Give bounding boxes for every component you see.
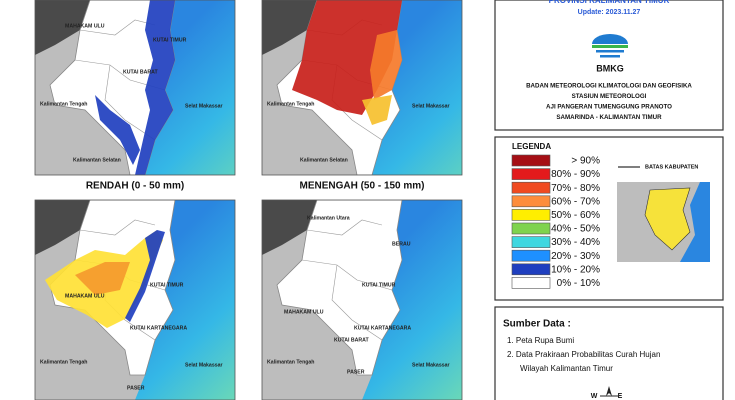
probability-area bbox=[125, 230, 165, 322]
legend-label: 70% - 80% bbox=[551, 183, 600, 194]
agency-line: SAMARINDA - KALIMANTAN TIMUR bbox=[556, 114, 662, 121]
map-label: PASER bbox=[127, 385, 145, 391]
map-label: Kalimantan Utara bbox=[307, 215, 350, 221]
legend-label: 0% - 10% bbox=[557, 278, 600, 289]
legend-swatch bbox=[511, 181, 551, 194]
legend-label: > 90% bbox=[571, 156, 600, 167]
map-label: Kalimantan Tengah bbox=[40, 359, 87, 365]
map-label: Selat Makassar bbox=[412, 362, 450, 368]
header-title: PROVINSI KALIMANTAN TIMUR bbox=[549, 0, 670, 5]
map-label: BERAU bbox=[392, 241, 411, 247]
map-frame bbox=[261, 199, 463, 400]
map-label: MAHAKAM ULU bbox=[65, 293, 105, 299]
header-box bbox=[494, 0, 724, 131]
map-panel: MAHAKAM ULU KUTAI TIMUR KUTAI KARTANEGARA K… bbox=[35, 200, 235, 400]
probability-area bbox=[370, 30, 402, 100]
legend-swatch bbox=[511, 154, 551, 167]
legend-swatch bbox=[511, 263, 551, 276]
map-label: Kalimantan Tengah bbox=[40, 101, 87, 107]
legend-title: LEGENDA bbox=[512, 142, 551, 151]
compass-letter: E bbox=[618, 393, 623, 400]
agency-line: STASIUN METEOROLOGI bbox=[572, 93, 647, 100]
legend-label: 80% - 90% bbox=[551, 169, 600, 180]
agency-line: BADAN METEOROLOGI KLIMATOLOGI DAN GEOFIS… bbox=[526, 83, 692, 90]
legend-swatch bbox=[511, 236, 551, 248]
compass bbox=[600, 386, 618, 397]
map-label: PASER bbox=[347, 369, 365, 375]
base-map bbox=[35, 0, 235, 175]
map-label: KUTAI TIMUR bbox=[362, 282, 396, 288]
map-label: Kalimantan Tengah bbox=[267, 359, 314, 365]
bmkg-logo bbox=[592, 34, 628, 58]
map-label: Selat Makassar bbox=[412, 103, 450, 109]
compass-letter: W bbox=[591, 393, 598, 400]
probability-area bbox=[95, 95, 140, 165]
map-label: KUTAI BARAT bbox=[123, 69, 159, 75]
legend-swatch bbox=[511, 195, 551, 208]
map-frame bbox=[34, 199, 236, 400]
map-label: Kalimantan Selatan bbox=[73, 157, 121, 163]
probability-area bbox=[362, 95, 392, 125]
map-caption: MENENGAH (50 - 150 mm) bbox=[299, 181, 424, 192]
map-label: KUTAI TIMUR bbox=[153, 37, 187, 43]
map-frame bbox=[34, 0, 236, 176]
inset-map bbox=[617, 182, 710, 262]
map-panel: MAHAKAM ULU KUTAI TIMUR KUTAI BARAT Kaliman… bbox=[35, 0, 235, 175]
source-item: 2. Data Prakiraan Probabilitas Curah Huj… bbox=[507, 350, 660, 359]
legend-swatch bbox=[511, 209, 551, 221]
boundary-label: BATAS KABUPATEN bbox=[645, 164, 698, 170]
map-label: KUTAI KARTANEGARA bbox=[130, 325, 187, 331]
legend-label: 60% - 70% bbox=[551, 196, 600, 207]
map-label: Kalimantan Tengah bbox=[267, 101, 314, 107]
source-item: 1. Peta Rupa Bumi bbox=[507, 336, 574, 345]
sources-box bbox=[494, 306, 724, 400]
map-label: Selat Makassar bbox=[185, 103, 223, 109]
probability-area bbox=[75, 262, 130, 295]
update-date: Update: 2023.11.27 bbox=[578, 9, 641, 16]
map-caption: RENDAH (0 - 50 mm) bbox=[86, 181, 184, 192]
probability-area bbox=[135, 0, 175, 175]
logo-text: BMKG bbox=[596, 63, 624, 73]
map-label: Selat Makassar bbox=[185, 362, 223, 368]
map-panel: Kalimantan Utara BERAU MAHAKAM ULU KUTAI TI… bbox=[262, 200, 462, 400]
map-frame bbox=[261, 0, 463, 176]
legend-swatch bbox=[511, 222, 551, 235]
map-label: MAHAKAM ULU bbox=[284, 309, 324, 315]
legend-label: 50% - 60% bbox=[551, 210, 600, 221]
legend-swatch bbox=[511, 277, 551, 289]
legend-swatch bbox=[511, 168, 551, 180]
agency-line: AJI PANGERAN TUMENGGUNG PRANOTO bbox=[546, 104, 672, 111]
legend-label: 40% - 50% bbox=[551, 224, 600, 235]
map-label: KUTAI TIMUR bbox=[150, 282, 184, 288]
map-label: KUTAI KARTANEGARA bbox=[354, 325, 411, 331]
legend-label: 30% - 40% bbox=[551, 237, 600, 248]
legend-box bbox=[494, 136, 724, 301]
source-item: Wilayah Kalimantan Timur bbox=[520, 364, 613, 373]
map-label: MAHAKAM ULU bbox=[65, 23, 105, 29]
sources-title: Sumber Data : bbox=[503, 319, 571, 330]
legend-label: 10% - 20% bbox=[551, 264, 600, 275]
map-panel: Kalimantan Tengah Kalimantan Selatan Selat… bbox=[262, 0, 462, 175]
legend-swatch bbox=[511, 249, 551, 262]
map-label: Kalimantan Selatan bbox=[300, 157, 348, 163]
legend-label: 20% - 30% bbox=[551, 251, 600, 262]
map-label: KUTAI BARAT bbox=[334, 337, 370, 343]
